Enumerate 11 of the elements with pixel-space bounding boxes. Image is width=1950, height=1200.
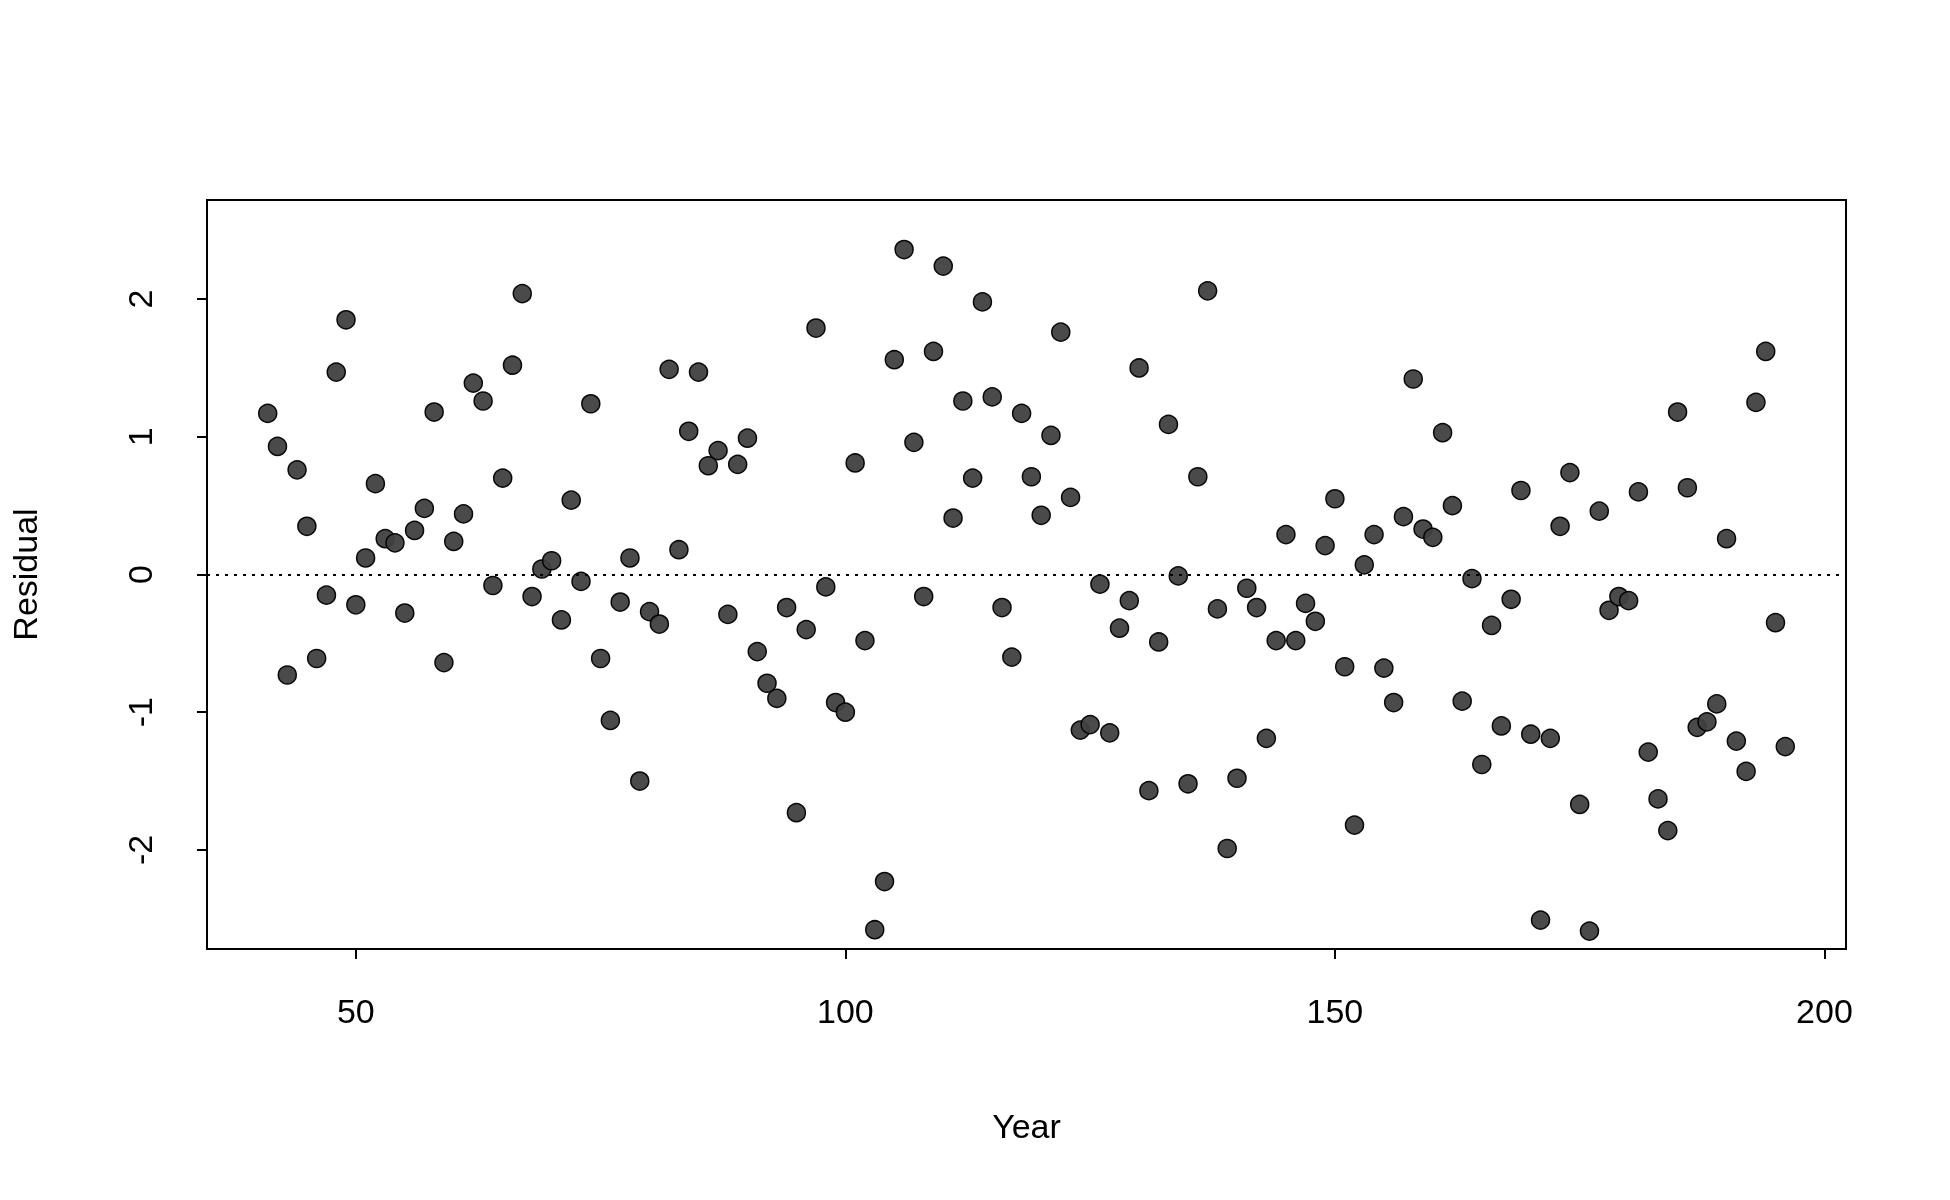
y-tick-label: 1 xyxy=(121,427,159,447)
x-tick-label: 50 xyxy=(336,992,375,1030)
y-tick-label: -1 xyxy=(121,697,159,728)
y-axis-title: Residual xyxy=(6,508,44,641)
x-axis-title: Year xyxy=(992,1107,1061,1145)
x-tick-label: 200 xyxy=(1796,992,1853,1030)
y-tick-label: 0 xyxy=(121,565,159,584)
y-tick-label: -2 xyxy=(121,834,159,865)
x-tick-label: 150 xyxy=(1306,992,1364,1030)
y-tick-label: 2 xyxy=(121,289,159,309)
x-tick-label: 100 xyxy=(817,992,874,1030)
